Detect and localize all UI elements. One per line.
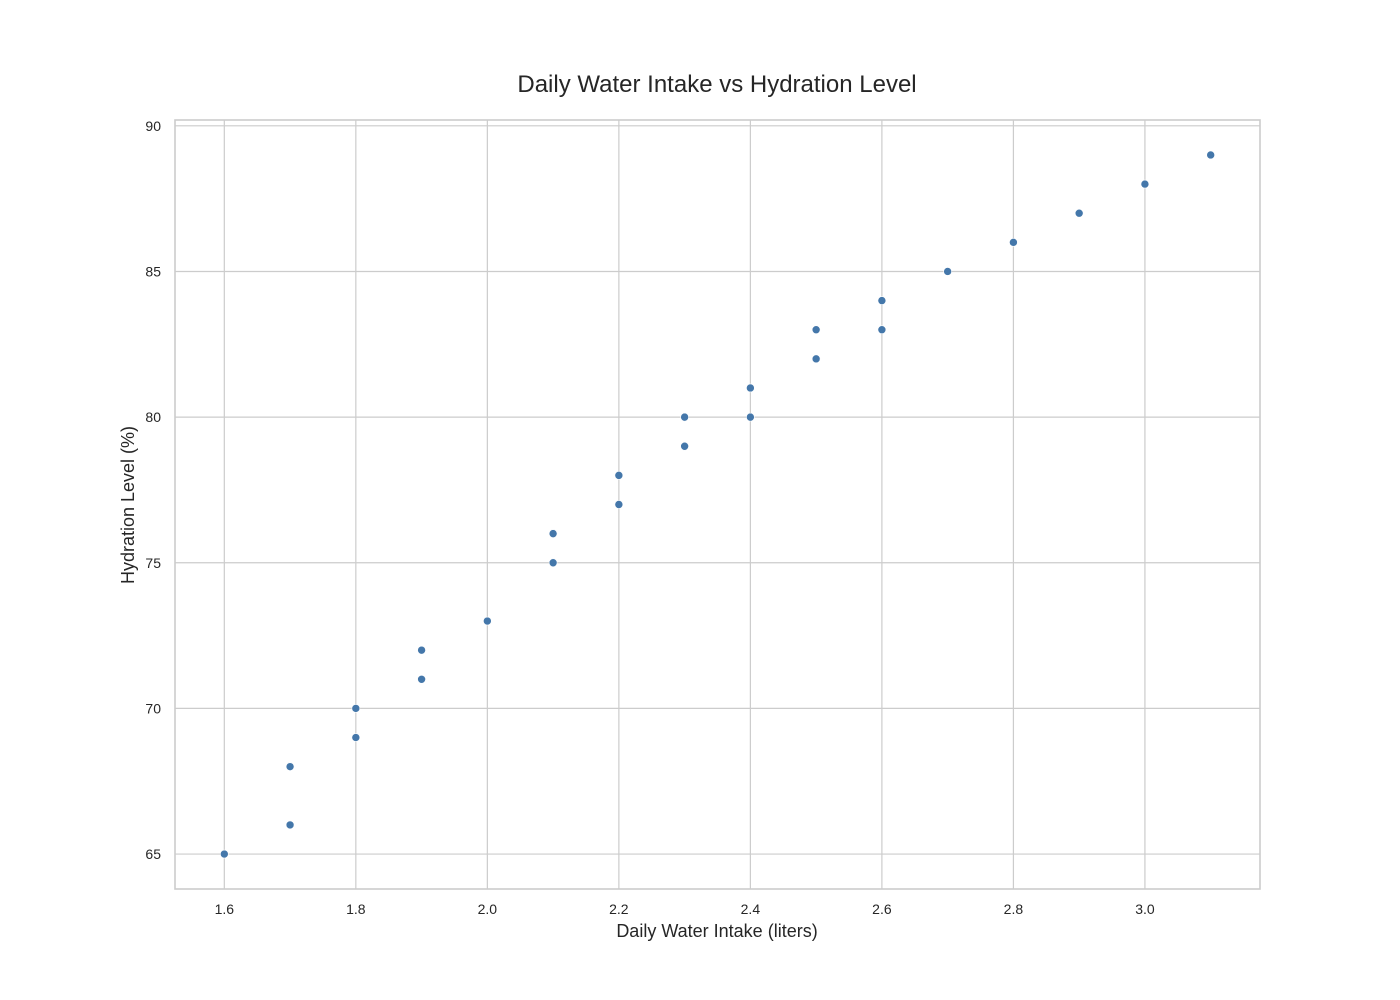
data-point (943, 267, 952, 276)
y-tick-label: 65 (145, 846, 161, 862)
data-point (548, 558, 558, 568)
y-tick-label: 75 (145, 555, 161, 571)
y-tick-label: 85 (145, 263, 161, 279)
data-point (1206, 150, 1215, 160)
data-point (1140, 179, 1150, 189)
x-axis-label: Daily Water Intake (liters) (616, 921, 817, 941)
data-point (746, 412, 755, 422)
data-point (877, 325, 887, 335)
chart-title: Daily Water Intake vs Hydration Level (517, 71, 916, 98)
x-tick-label: 1.8 (346, 901, 366, 917)
data-point (417, 645, 426, 655)
y-tick-label: 80 (145, 409, 161, 425)
y-tick-label: 90 (145, 118, 161, 134)
data-point (548, 529, 558, 538)
data-point (680, 412, 689, 422)
x-tick-label: 2.0 (478, 901, 498, 917)
y-axis-ticks: 65 70 75 80 85 90 (145, 118, 161, 862)
data-point (614, 471, 624, 480)
data-point (746, 383, 755, 393)
data-points (220, 150, 1215, 859)
x-axis-ticks: 1.6 1.8 2.0 2.2 2.4 2.6 2.8 3.0 (215, 901, 1155, 917)
data-point (483, 616, 492, 626)
y-tick-label: 70 (145, 700, 161, 716)
data-point (614, 500, 624, 509)
x-tick-label: 3.0 (1135, 901, 1155, 917)
data-point (351, 704, 361, 713)
grid (175, 120, 1260, 889)
x-tick-label: 2.2 (609, 901, 629, 917)
x-tick-label: 2.6 (872, 901, 892, 917)
data-point (417, 674, 426, 684)
data-point (811, 354, 821, 364)
data-point (220, 849, 229, 859)
data-point (285, 762, 295, 771)
plot-frame (174, 119, 1261, 890)
x-tick-label: 1.6 (215, 901, 235, 917)
data-point (811, 325, 821, 335)
y-axis-label: Hydration Level (%) (118, 426, 138, 584)
data-point (1074, 208, 1084, 218)
x-tick-label: 2.4 (741, 901, 761, 917)
data-point (1009, 238, 1018, 247)
data-point (877, 296, 887, 305)
data-point (680, 441, 689, 451)
data-point (285, 820, 295, 830)
data-point (351, 733, 361, 742)
x-tick-label: 2.8 (1004, 901, 1024, 917)
